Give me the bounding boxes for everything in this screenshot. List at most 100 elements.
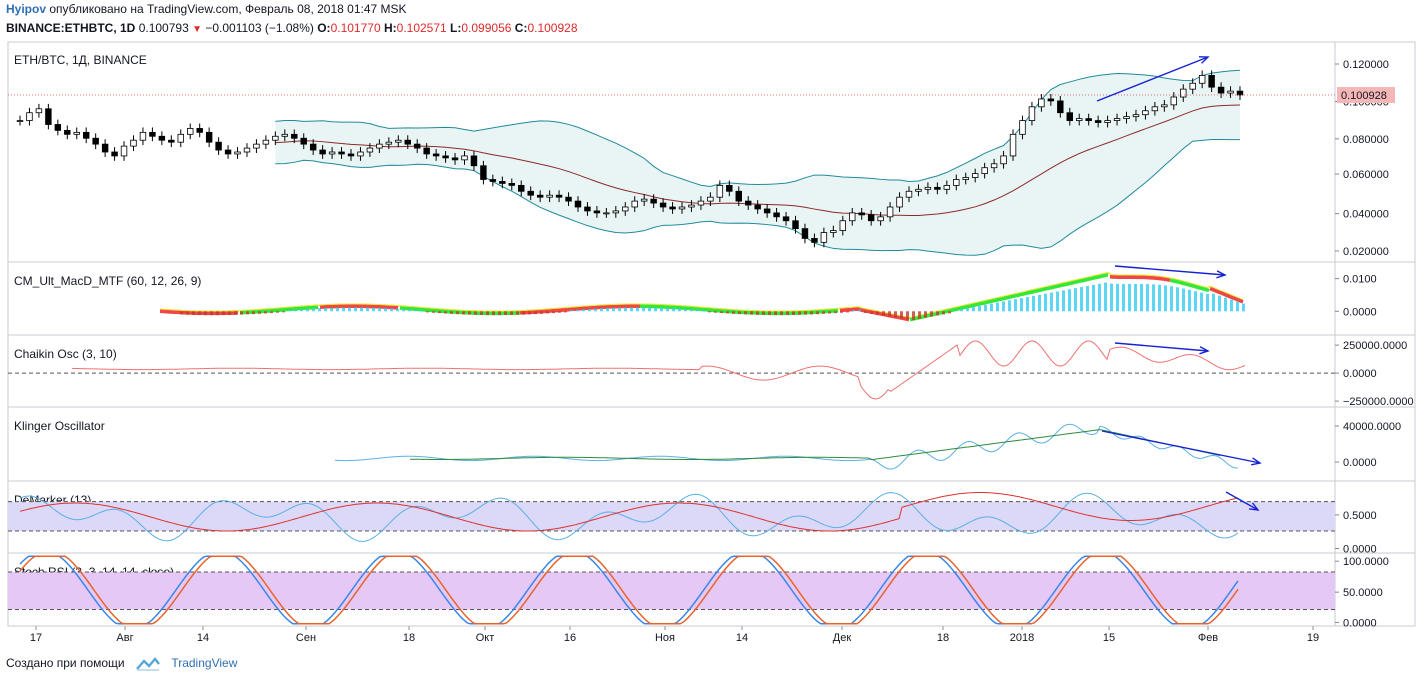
candle-body bbox=[1047, 98, 1055, 102]
candle-body bbox=[612, 210, 620, 214]
candle-body bbox=[489, 179, 497, 182]
y-axis-label: 0.0000 bbox=[1343, 544, 1377, 556]
macd-line bbox=[839, 307, 910, 322]
candle-body bbox=[1066, 112, 1073, 121]
macd-histogram-bar bbox=[486, 311, 489, 316]
x-axis-label: Сен bbox=[296, 632, 316, 644]
candle-body bbox=[461, 155, 468, 161]
candle-body bbox=[291, 133, 298, 139]
macd-histogram-bar bbox=[588, 308, 591, 312]
smma-line bbox=[19, 492, 1239, 532]
candle-body bbox=[319, 149, 326, 155]
candle-body bbox=[565, 196, 572, 202]
y-axis-label: −250000.0000 bbox=[1343, 396, 1414, 408]
candle-body bbox=[697, 200, 705, 206]
macd-histogram-bar bbox=[1020, 298, 1023, 312]
candle-body bbox=[111, 151, 118, 157]
candle-body bbox=[669, 206, 676, 210]
macd-histogram-bar bbox=[1116, 283, 1119, 312]
macd-histogram-bar bbox=[720, 311, 723, 314]
macd-histogram-bar bbox=[258, 311, 261, 314]
candle-body bbox=[328, 151, 336, 155]
pane-title: CM_Ult_MacD_MTF (60, 12, 26, 9) bbox=[14, 274, 201, 288]
candle-body bbox=[1151, 106, 1159, 112]
macd-histogram-bar bbox=[474, 311, 477, 315]
candle-body bbox=[168, 139, 175, 143]
macd-histogram-bar bbox=[396, 308, 399, 312]
tradingview-brand-link[interactable]: TradingView bbox=[171, 656, 238, 670]
macd-histogram-bar bbox=[552, 311, 555, 314]
candle-body bbox=[54, 124, 62, 131]
candle-body bbox=[64, 129, 71, 135]
macd-histogram-bar bbox=[402, 308, 405, 312]
macd-histogram-bar bbox=[1068, 289, 1071, 312]
macd-histogram-bar bbox=[492, 311, 495, 316]
macd-histogram-bar bbox=[1014, 299, 1017, 312]
candle-body bbox=[990, 163, 998, 169]
y-axis-label: 0.0000 bbox=[1343, 306, 1377, 318]
macd-histogram-bar bbox=[456, 311, 459, 315]
low-label: L: bbox=[450, 21, 462, 35]
price-axis bbox=[1334, 41, 1416, 627]
macd-histogram-bar bbox=[954, 310, 957, 312]
macd-histogram-bar bbox=[384, 308, 387, 312]
macd-histogram-bar bbox=[990, 303, 993, 312]
candle-body bbox=[1189, 82, 1196, 90]
candle-body bbox=[385, 141, 393, 145]
candle-body bbox=[243, 147, 251, 153]
candle-body bbox=[1180, 88, 1187, 98]
macd-histogram-bar bbox=[1044, 293, 1047, 312]
last-price-tag bbox=[1337, 87, 1395, 104]
candle-body bbox=[366, 147, 374, 153]
publish-header: Hyipov опубликовано на TradingView.com, … bbox=[6, 2, 407, 16]
candle-body bbox=[82, 131, 90, 139]
candle-body bbox=[35, 108, 43, 114]
candle-body bbox=[811, 238, 818, 243]
candle-body bbox=[1198, 74, 1206, 84]
macd-histogram-bar bbox=[186, 311, 189, 315]
candle-body bbox=[678, 206, 686, 210]
candle-body bbox=[839, 220, 847, 231]
candle-body bbox=[622, 206, 629, 212]
macd-histogram-bar bbox=[816, 311, 819, 315]
candle-body bbox=[735, 190, 742, 202]
candle-body bbox=[518, 184, 525, 192]
macd-histogram-bar bbox=[978, 305, 981, 312]
candle-body bbox=[508, 183, 515, 186]
y-axis-label: 0.5000 bbox=[1343, 510, 1377, 522]
macd-histogram-bar bbox=[534, 311, 537, 315]
candle-body bbox=[924, 186, 932, 190]
macd-histogram-bar bbox=[996, 302, 999, 312]
candle-body bbox=[262, 139, 270, 145]
macd-histogram-bar bbox=[342, 307, 345, 312]
macd-histogram-bar bbox=[912, 311, 915, 320]
macd-histogram-bar bbox=[600, 308, 603, 312]
candle-body bbox=[934, 186, 941, 190]
macd-histogram-bar bbox=[348, 307, 351, 312]
macd-histogram-bar bbox=[192, 311, 195, 315]
candle-body bbox=[45, 108, 52, 125]
macd-histogram-bar bbox=[1152, 284, 1155, 312]
macd-histogram-bar bbox=[1200, 292, 1203, 312]
macd-histogram-bar bbox=[876, 311, 879, 315]
candle-body bbox=[1236, 90, 1244, 96]
macd-histogram-bar bbox=[1206, 293, 1209, 312]
macd-histogram-bar bbox=[966, 308, 969, 312]
x-axis-label: 14 bbox=[736, 632, 748, 644]
macd-histogram-bar bbox=[672, 308, 675, 312]
candle-body bbox=[726, 184, 733, 192]
candle-body bbox=[782, 216, 790, 222]
candle-body bbox=[745, 200, 752, 206]
macd-histogram-bar bbox=[936, 311, 939, 316]
macd-histogram-bar bbox=[330, 307, 333, 312]
macd-histogram-bar bbox=[558, 311, 561, 313]
demarker-divergence-arrow-head bbox=[1248, 502, 1260, 511]
author-link[interactable]: Hyipov bbox=[6, 2, 47, 16]
macd-histogram-bar bbox=[846, 311, 849, 313]
candle-body bbox=[801, 228, 809, 239]
candle-body bbox=[234, 151, 241, 155]
x-axis-label: Авг bbox=[116, 632, 133, 644]
x-axis-label: Окт bbox=[476, 632, 495, 644]
candle-body bbox=[309, 143, 317, 151]
